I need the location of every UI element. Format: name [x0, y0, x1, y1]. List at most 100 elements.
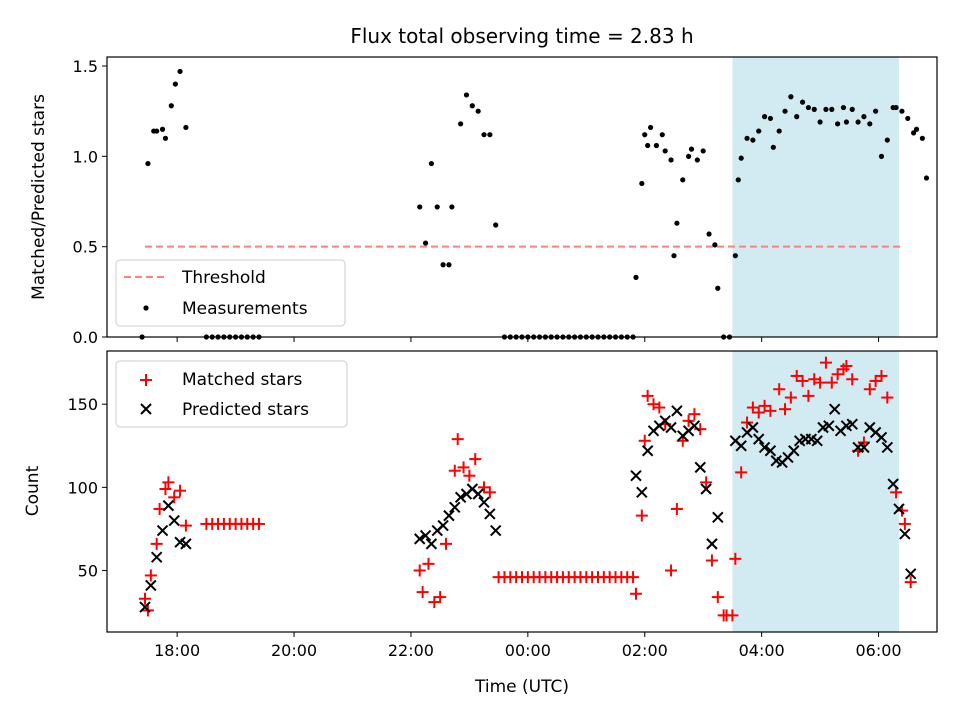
- matched-stars-point: [779, 403, 792, 416]
- x-tick-label: 04:00: [739, 641, 785, 660]
- measurement-point: [712, 242, 718, 248]
- measurement-point: [145, 160, 151, 167]
- predicted-stars-point: [454, 491, 467, 504]
- measurement-point: [700, 148, 706, 154]
- measurement-point: [923, 175, 930, 181]
- matched-stars-point: [159, 483, 172, 496]
- measurement-point: [750, 137, 756, 143]
- bottom-x-axis-ticks: 18:00 20:00 22:00 00:00 02:00 04:00 06:00: [154, 632, 902, 660]
- predicted-stars-point: [414, 533, 426, 545]
- matched-stars-point: [729, 552, 742, 565]
- measurement-point: [744, 135, 750, 141]
- measurement-point: [680, 177, 686, 183]
- measurement-point: [168, 103, 174, 109]
- measurement-point: [685, 153, 692, 159]
- measurement-point: [475, 108, 481, 114]
- predicted-stars-point: [875, 431, 888, 444]
- predicted-stars-point: [636, 486, 648, 499]
- measurement-point: [861, 114, 867, 120]
- matched-stars-point: [434, 591, 447, 604]
- matched-stars-point: [682, 414, 695, 427]
- measurement-point: [668, 157, 674, 163]
- measurement-point: [417, 204, 423, 210]
- predicted-stars-point: [694, 461, 706, 474]
- predicted-stars-point: [823, 420, 835, 432]
- predicted-stars-point: [472, 488, 484, 500]
- predicted-stars-point: [437, 519, 449, 532]
- measurement-point: [878, 153, 885, 159]
- matched-stars-point: [448, 464, 461, 477]
- matched-stars-point: [735, 466, 748, 479]
- predicted-stars-point: [904, 568, 917, 580]
- predicted-stars-point: [156, 524, 169, 537]
- top-y-axis-label: Matched/Predicted stars: [29, 94, 49, 300]
- top-panel-ratio: 0.0 0.5 1.0 1.5 Matched/Predicted stars Thr…: [29, 56, 938, 347]
- predicted-stars-point: [688, 420, 701, 432]
- y-tick-label: 0.5: [73, 238, 98, 257]
- matched-stars-point: [440, 537, 453, 550]
- matched-stars-point: [451, 433, 464, 446]
- top-x-axis-ticks: [176, 337, 880, 342]
- measurement-point: [440, 262, 446, 268]
- matched-stars-point: [653, 401, 666, 414]
- measurement-point: [756, 128, 762, 134]
- matched-stars-point: [705, 554, 718, 567]
- matched-stars-point: [898, 517, 911, 530]
- measurement-point: [653, 142, 660, 149]
- measurement-point: [671, 253, 677, 259]
- measurement-point: [899, 108, 905, 114]
- legend-predicted-swatch: [140, 403, 152, 415]
- matched-stars-point: [483, 486, 496, 499]
- matched-stars-point: [752, 406, 765, 419]
- bottom-y-axis-label: Count: [23, 465, 43, 516]
- x-tick-label: 20:00: [271, 641, 317, 660]
- bottom-y-axis-ticks: 50 100 150: [67, 395, 107, 580]
- measurement-point: [706, 231, 712, 237]
- predicted-stars-point: [180, 538, 192, 550]
- x-tick-label: 00:00: [505, 641, 551, 660]
- matched-stars-point: [457, 461, 470, 474]
- matched-stars-point: [784, 391, 797, 404]
- predicted-stars-point: [419, 529, 432, 542]
- bottom-legend: Matched stars Predicted stars: [115, 360, 348, 428]
- measurement-point: [694, 157, 700, 163]
- measurement-point: [645, 142, 651, 149]
- measurement-point: [463, 92, 470, 98]
- top-legend: Threshold Measurements: [115, 259, 346, 327]
- matched-stars-point: [168, 491, 181, 504]
- predicted-stars-point: [478, 496, 490, 509]
- measurement-point: [817, 119, 823, 125]
- x-tick-label: 22:00: [388, 641, 434, 660]
- predicted-stars-point: [641, 445, 654, 457]
- measurement-point: [674, 220, 680, 226]
- predicted-stars-point: [858, 441, 870, 454]
- matched-stars-point: [638, 434, 651, 447]
- matched-stars-point: [773, 383, 786, 396]
- predicted-stars-point: [425, 538, 438, 550]
- legend-matched-swatch: [140, 374, 152, 386]
- matched-stars-point: [144, 569, 157, 582]
- measurement-point: [761, 114, 768, 120]
- y-tick-label: 0.0: [73, 328, 98, 347]
- measurement-point: [434, 204, 440, 210]
- matched-stars-point: [635, 509, 648, 522]
- y-tick-label: 1.0: [73, 147, 98, 166]
- measurement-point: [776, 128, 782, 134]
- matched-stars-point: [904, 576, 917, 589]
- predicted-stars-point: [168, 514, 180, 527]
- bottom-legend-box: [115, 360, 348, 428]
- measurement-point: [177, 68, 183, 75]
- predicted-stars-point: [712, 511, 724, 523]
- x-tick-label: 02:00: [622, 641, 668, 660]
- x-tick-label: 06:00: [855, 641, 901, 660]
- measurement-point: [428, 160, 435, 167]
- y-tick-label: 100: [67, 478, 98, 497]
- bottom-panel-marks: [138, 356, 917, 622]
- measurement-point: [688, 146, 695, 152]
- measurement-point: [893, 104, 899, 111]
- matched-stars-point: [881, 391, 894, 404]
- matched-stars-point: [846, 373, 859, 386]
- measurement-point: [911, 130, 917, 136]
- predicted-stars-point: [449, 501, 461, 514]
